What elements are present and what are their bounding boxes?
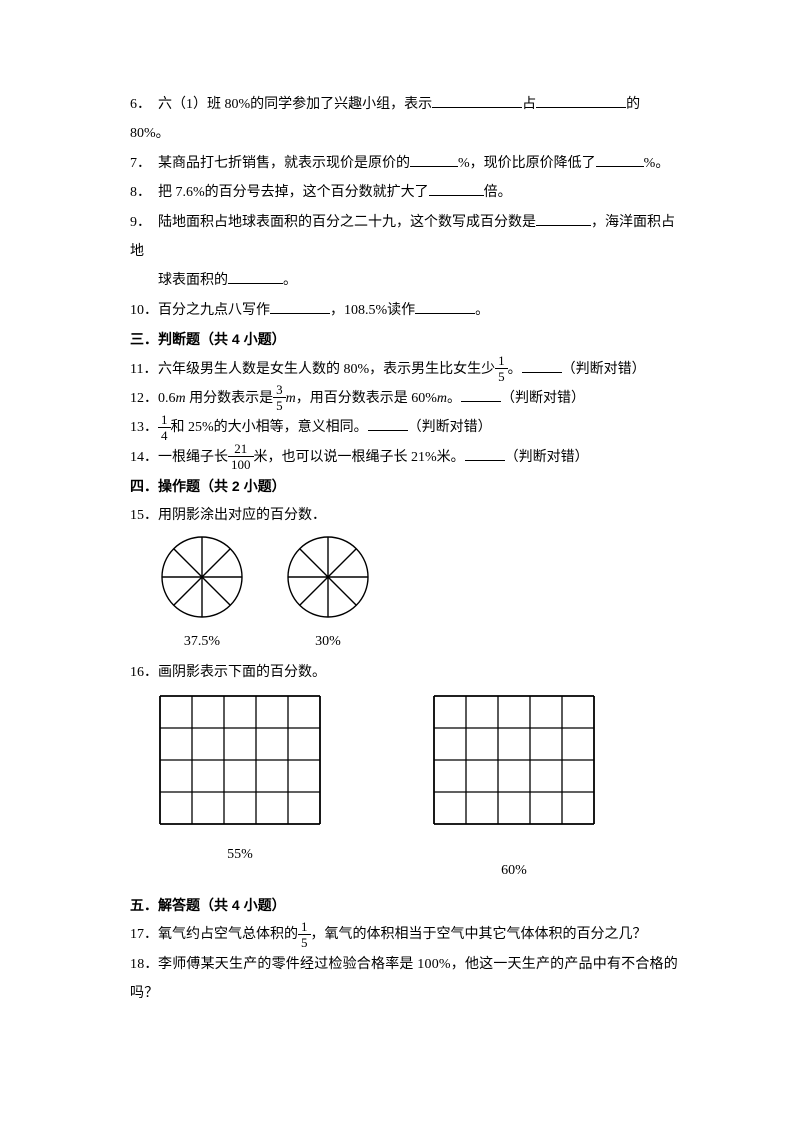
pie-chart-icon [284,533,372,621]
fraction-3-5: 35 [273,383,286,412]
q11-num: 11． [130,355,158,384]
worksheet-page: 6．六（1）班 80%的同学参加了兴趣小组，表示占的 80%。 7．某商品打七折… [0,0,793,1122]
q18-num: 18． [130,950,158,979]
q7-t1: 某商品打七折销售，就表示现价是原价的 [158,156,410,171]
q9-t4: 。 [283,273,297,288]
grid-row: 55% 60% [130,694,678,885]
pie-1-label: 37.5% [158,627,246,656]
q8-t1: 把 7.6%的百分号去掉，这个百分数就扩大了 [158,185,429,200]
q12-m1: m [176,391,186,406]
pie-chart-icon [158,533,246,621]
pie-2: 30% [284,533,372,656]
fraction-1-4: 14 [158,413,171,442]
q12-m2: m [286,391,296,406]
pie-2-label: 30% [284,627,372,656]
question-7: 7．某商品打七折销售，就表示现价是原价的 %，现价比原价降低了 %。 [130,149,678,178]
q11-t2: 。 [508,362,522,377]
q9-num: 9． [130,208,158,237]
q8-t2: 倍。 [484,185,512,200]
pie-row: 37.5% 30% [130,533,678,656]
question-9-cont: 球表面积的 。 [130,266,678,295]
q15-num: 15． [130,501,158,530]
q8-num: 8． [130,178,158,207]
q12-t5: （判断对错） [501,391,585,406]
fraction-1-5: 15 [298,920,311,949]
q10-t1: 百分之九点八写作 [158,303,270,318]
question-16: 16．画阴影表示下面的百分数。 [130,658,678,687]
q14-num: 14． [130,443,158,472]
q7-t3: %。 [644,156,670,171]
q12-t2: 用分数表示是 [186,391,274,406]
section-3-title: 三．判断题（共 4 小题） [130,325,678,354]
q16-t1: 画阴影表示下面的百分数。 [158,665,326,680]
q12-t3: ，用百分数表示是 60% [296,391,437,406]
grid-2: 60% [432,694,596,885]
grid-1: 55% [158,694,322,885]
question-17: 17．氧气约占空气总体积的15，氧气的体积相当于空气中其它气体体积的百分之几？ [130,920,678,949]
blank[interactable] [536,93,626,108]
q6-t2: 占 [522,97,536,112]
question-15: 15．用阴影涂出对应的百分数． [130,501,678,530]
q17-t2: ，氧气的体积相当于空气中其它气体体积的百分之几？ [311,927,647,942]
grid-1-label: 55% [158,840,322,869]
question-6: 6．六（1）班 80%的同学参加了兴趣小组，表示占的 80%。 [130,90,678,149]
blank[interactable] [465,446,505,461]
q11-t3: （判断对错） [562,362,646,377]
question-12: 12．0.6m 用分数表示是35m，用百分数表示是 60%m。（判断对错） [130,384,678,413]
pie-1: 37.5% [158,533,246,656]
question-9: 9．陆地面积占地球表面积的百分之二十九，这个数写成百分数是，海洋面积占地 [130,208,678,267]
q13-t1: 和 25%的大小相等，意义相同。 [171,420,368,435]
question-8: 8．把 7.6%的百分号去掉，这个百分数就扩大了 倍。 [130,178,678,207]
grid-2-label: 60% [432,856,596,885]
question-10: 10．百分之九点八写作 ，108.5%读作 。 [130,296,678,325]
q14-t3: （判断对错） [505,450,589,465]
blank[interactable] [270,299,330,314]
fraction-1-5: 15 [495,354,508,383]
q10-t3: 。 [475,303,489,318]
section-4-title: 四．操作题（共 2 小题） [130,472,678,501]
q13-num: 13． [130,413,158,442]
blank[interactable] [596,152,644,167]
q7-t2: %，现价比原价降低了 [458,156,596,171]
blank[interactable] [410,152,458,167]
blank[interactable] [368,416,408,431]
q12-num: 12． [130,384,158,413]
q18-t1: 李师傅某天生产的零件经过检验合格率是 100%，他这一天生产的产品中有不合格的吗… [130,957,678,1001]
question-11: 11．六年级男生人数是女生人数的 80%，表示男生比女生少15。 （判断对错） [130,355,678,384]
q17-t1: 氧气约占空气总体积的 [158,927,298,942]
q12-t4: 。 [447,391,461,406]
question-14: 14．一根绳子长21100米，也可以说一根绳子长 21%米。 （判断对错） [130,443,678,472]
q13-t2: （判断对错） [408,420,492,435]
q15-t1: 用阴影涂出对应的百分数． [158,508,326,523]
section-5-title: 五．解答题（共 4 小题） [130,891,678,920]
q6-t1: 六（1）班 80%的同学参加了兴趣小组，表示 [158,97,432,112]
q17-num: 17． [130,920,158,949]
q7-num: 7． [130,149,158,178]
question-13: 13．14和 25%的大小相等，意义相同。 （判断对错） [130,413,678,442]
grid-icon [432,694,596,826]
q14-t2: 米，也可以说一根绳子长 21%米。 [254,450,465,465]
q12-m3: m [437,391,447,406]
blank[interactable] [432,93,522,108]
q16-num: 16． [130,658,158,687]
question-18: 18．李师傅某天生产的零件经过检验合格率是 100%，他这一天生产的产品中有不合… [130,950,678,1009]
q14-t1: 一根绳子长 [158,450,228,465]
blank[interactable] [415,299,475,314]
blank[interactable] [461,387,501,402]
q9-t1: 陆地面积占地球表面积的百分之二十九，这个数写成百分数是 [158,215,536,230]
blank[interactable] [429,181,484,196]
q6-num: 6． [130,90,158,119]
blank[interactable] [536,211,591,226]
blank[interactable] [228,269,283,284]
q10-num: 10． [130,296,158,325]
grid-icon [158,694,322,826]
q9-t3: 球表面积的 [158,273,228,288]
q11-t1: 六年级男生人数是女生人数的 80%，表示男生比女生少 [158,362,495,377]
fraction-21-100: 21100 [228,442,254,471]
q12-t1: 0.6 [158,391,176,406]
q10-t2: ，108.5%读作 [330,303,415,318]
blank[interactable] [522,358,562,373]
